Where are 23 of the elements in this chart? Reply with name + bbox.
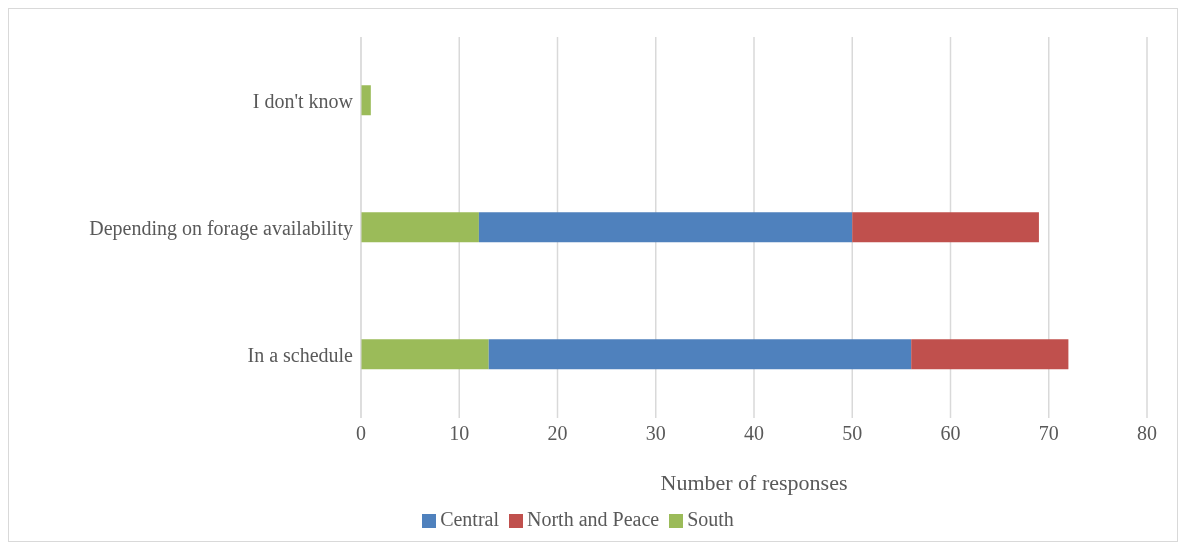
x-tick-label: 20	[547, 422, 568, 445]
x-tick-label: 40	[744, 422, 764, 445]
legend-label: South	[687, 508, 734, 530]
legend-label: Central	[440, 508, 499, 530]
bar	[488, 339, 912, 370]
x-tick-label: 80	[1137, 422, 1157, 445]
bar	[478, 212, 853, 243]
x-tick-label: 30	[645, 422, 666, 445]
bar	[361, 212, 479, 243]
y-tick-label: I don't know	[252, 89, 354, 112]
bar	[852, 212, 1039, 243]
y-tick-label: Depending on forage availability	[89, 216, 353, 240]
x-axis-title: Number of responses	[660, 470, 848, 495]
x-tick-label: 50	[842, 422, 863, 445]
bar	[911, 339, 1069, 370]
x-tick-label: 70	[1038, 422, 1059, 445]
x-tick-label: 0	[356, 422, 366, 445]
x-tick-label: 60	[940, 422, 961, 445]
x-tick-label: 10	[449, 422, 470, 445]
bar	[361, 339, 489, 370]
bar	[361, 85, 371, 116]
legend-label: North and Peace	[527, 508, 660, 530]
y-tick-label: In a schedule	[247, 343, 354, 366]
